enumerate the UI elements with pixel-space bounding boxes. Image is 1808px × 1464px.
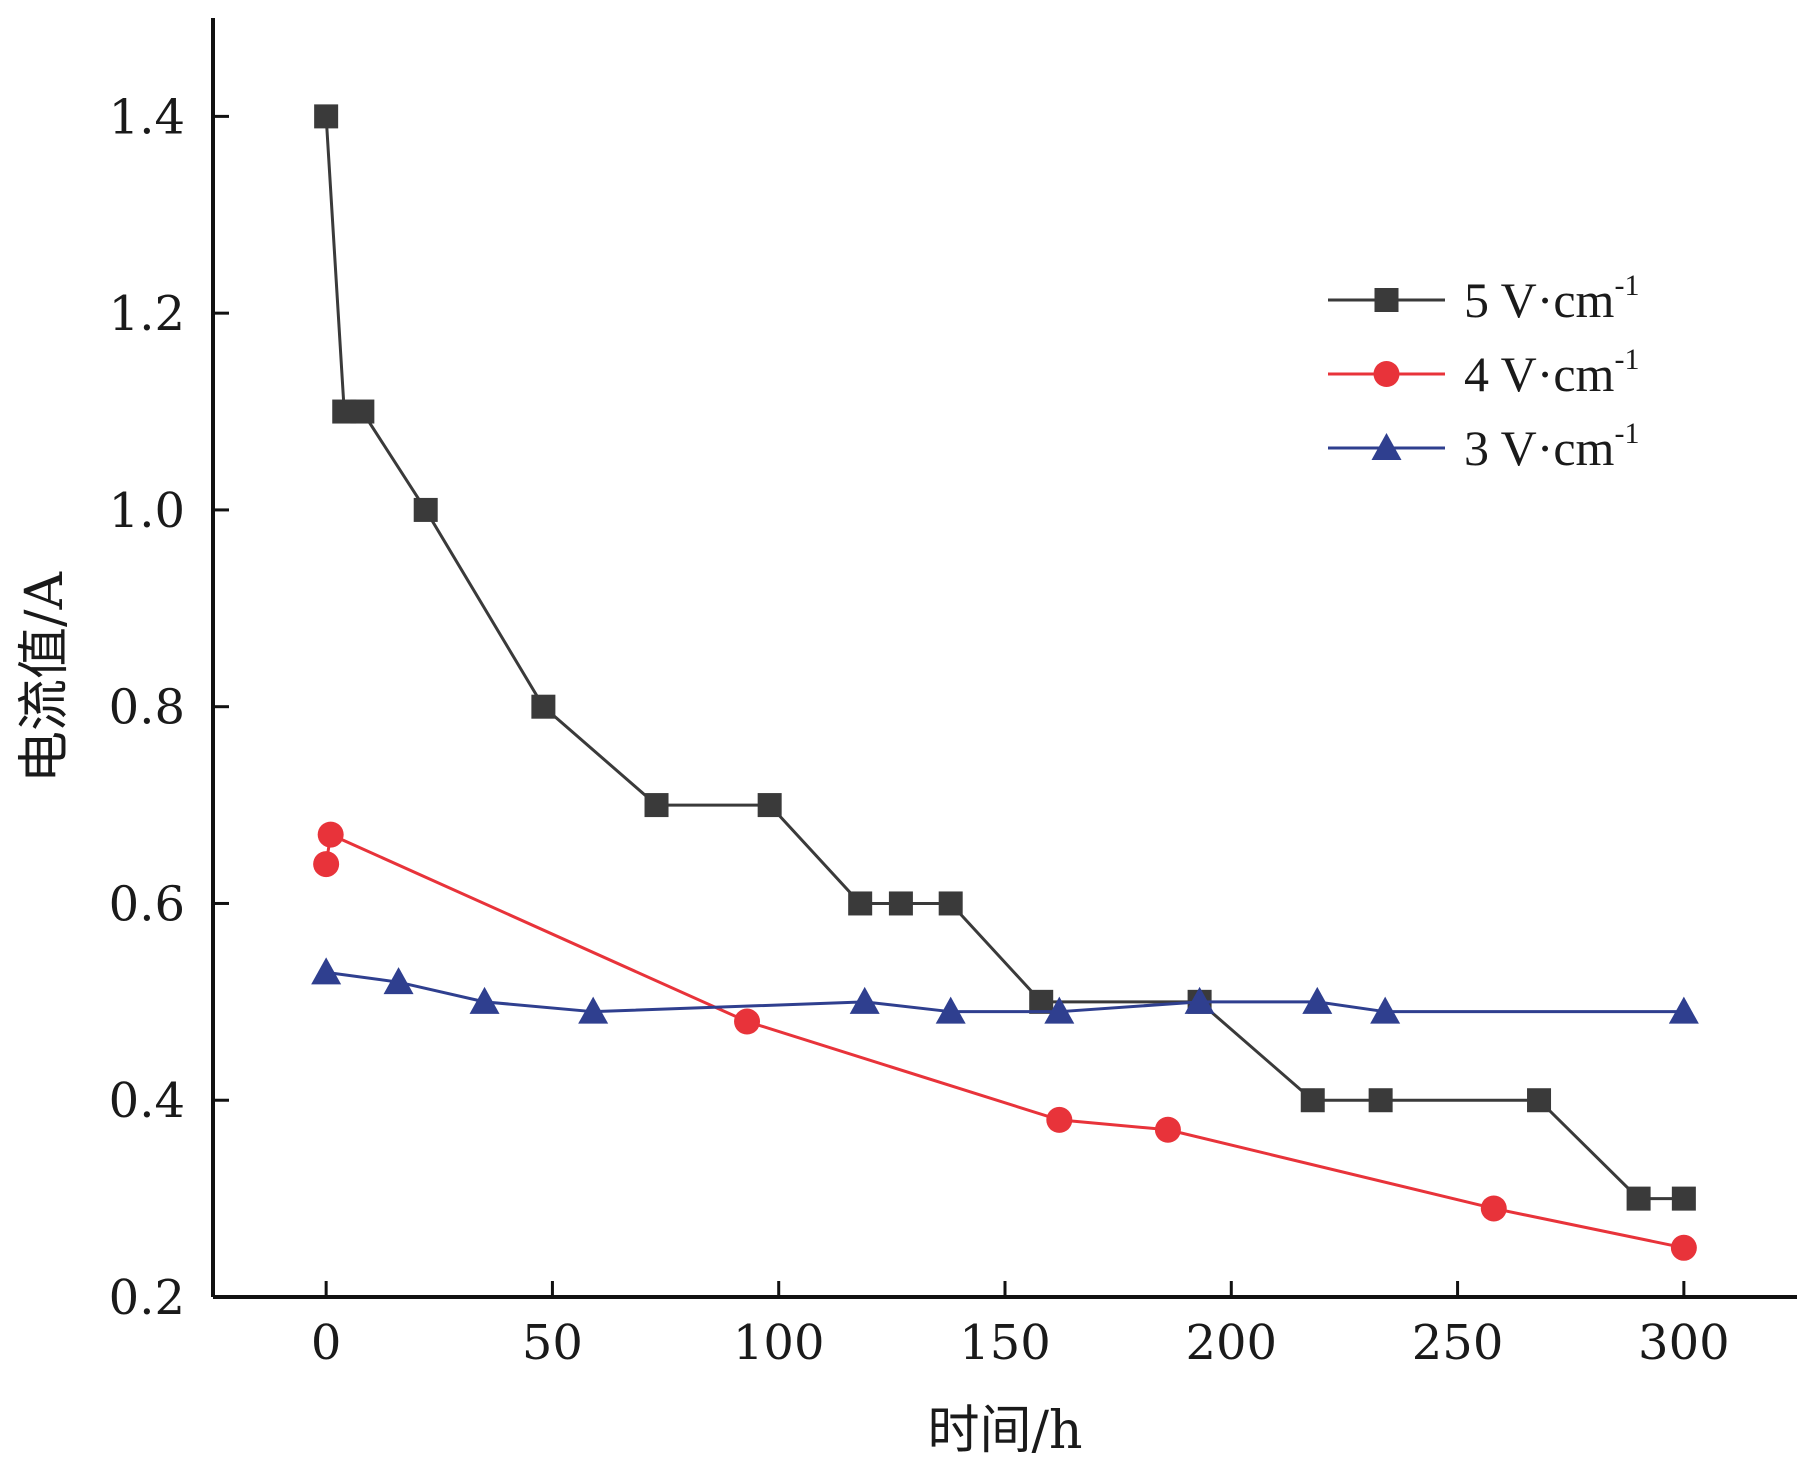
data-point xyxy=(350,399,375,424)
data-point xyxy=(1480,1195,1507,1222)
y-tick-label: 0.2 xyxy=(109,1270,185,1326)
data-point xyxy=(935,996,966,1024)
y-tick-label: 0.4 xyxy=(109,1073,185,1129)
data-point xyxy=(938,891,963,916)
data-point xyxy=(1029,989,1054,1014)
data-point xyxy=(849,986,880,1014)
legend-item: 3 V·cm-1 xyxy=(1328,417,1639,476)
data-point xyxy=(1527,1088,1552,1113)
y-tick-label: 1.4 xyxy=(109,89,185,145)
x-tick-label: 200 xyxy=(1185,1315,1277,1371)
data-point xyxy=(1368,1088,1393,1113)
series-line xyxy=(325,970,1684,1014)
series-triangle xyxy=(311,957,1699,1024)
x-tick-label: 100 xyxy=(733,1315,825,1371)
legend-label-superscript: -1 xyxy=(1614,417,1639,450)
legend-label-text: 5 V·cm xyxy=(1464,272,1615,328)
y-tick-label: 1.2 xyxy=(109,286,185,342)
legend-label-text: 4 V·cm xyxy=(1464,346,1615,402)
legend-item: 4 V·cm-1 xyxy=(1328,343,1639,402)
legend-label-text: 3 V·cm xyxy=(1464,420,1615,476)
y-axis-title: 电流值/A xyxy=(15,571,75,784)
legend-marker xyxy=(1374,288,1399,312)
series-layer xyxy=(311,104,1699,1261)
y-tick-label: 1.0 xyxy=(109,483,185,539)
data-point xyxy=(1370,996,1401,1024)
axes: 0 50 100 150 200 250 300 0.2 0.4 0.6 0.8 1.0 1.2 1.4 xyxy=(109,18,1797,1371)
data-point xyxy=(1044,996,1075,1024)
data-point xyxy=(314,104,339,129)
y-tick-label: 0.8 xyxy=(109,680,185,736)
data-point xyxy=(1671,1186,1696,1211)
data-point xyxy=(383,967,414,995)
series-circle xyxy=(313,821,1697,1261)
x-tick-label: 300 xyxy=(1638,1315,1730,1371)
data-point xyxy=(1300,1088,1325,1113)
x-axis-title: 时间/h xyxy=(927,1401,1082,1461)
data-point xyxy=(888,891,913,916)
legend-label: 5 V·cm-1 xyxy=(1464,269,1639,328)
data-point xyxy=(1302,986,1333,1014)
legend-label-superscript: -1 xyxy=(1614,269,1639,302)
data-point xyxy=(1046,1106,1073,1133)
data-point xyxy=(757,793,782,818)
data-point xyxy=(1668,996,1699,1024)
x-tick-label: 250 xyxy=(1412,1315,1504,1371)
data-point xyxy=(469,986,500,1014)
data-point xyxy=(1626,1186,1651,1211)
data-point xyxy=(317,821,344,848)
data-point xyxy=(1184,986,1215,1014)
data-point xyxy=(734,1008,761,1035)
data-point xyxy=(1670,1234,1697,1261)
x-tick-label: 150 xyxy=(959,1315,1051,1371)
legend-label: 4 V·cm-1 xyxy=(1464,343,1639,402)
data-point xyxy=(313,851,340,878)
x-tick-label: 0 xyxy=(311,1315,342,1371)
data-point xyxy=(848,891,873,916)
legend-marker xyxy=(1373,361,1400,387)
data-point xyxy=(1154,1116,1181,1143)
series-square xyxy=(314,104,1696,1211)
data-point xyxy=(413,497,438,522)
legend: 5 V·cm-14 V·cm-13 V·cm-1 xyxy=(1328,269,1639,476)
legend-label-superscript: -1 xyxy=(1614,343,1639,376)
data-point xyxy=(311,957,342,985)
x-tick-label: 50 xyxy=(522,1315,583,1371)
series-line xyxy=(324,832,1685,1250)
legend-item: 5 V·cm-1 xyxy=(1328,269,1639,328)
data-point xyxy=(531,694,556,719)
legend-label: 3 V·cm-1 xyxy=(1464,417,1639,476)
data-point xyxy=(644,793,669,818)
legend-marker xyxy=(1371,433,1402,460)
data-point xyxy=(578,996,609,1024)
y-tick-label: 0.6 xyxy=(109,876,185,932)
